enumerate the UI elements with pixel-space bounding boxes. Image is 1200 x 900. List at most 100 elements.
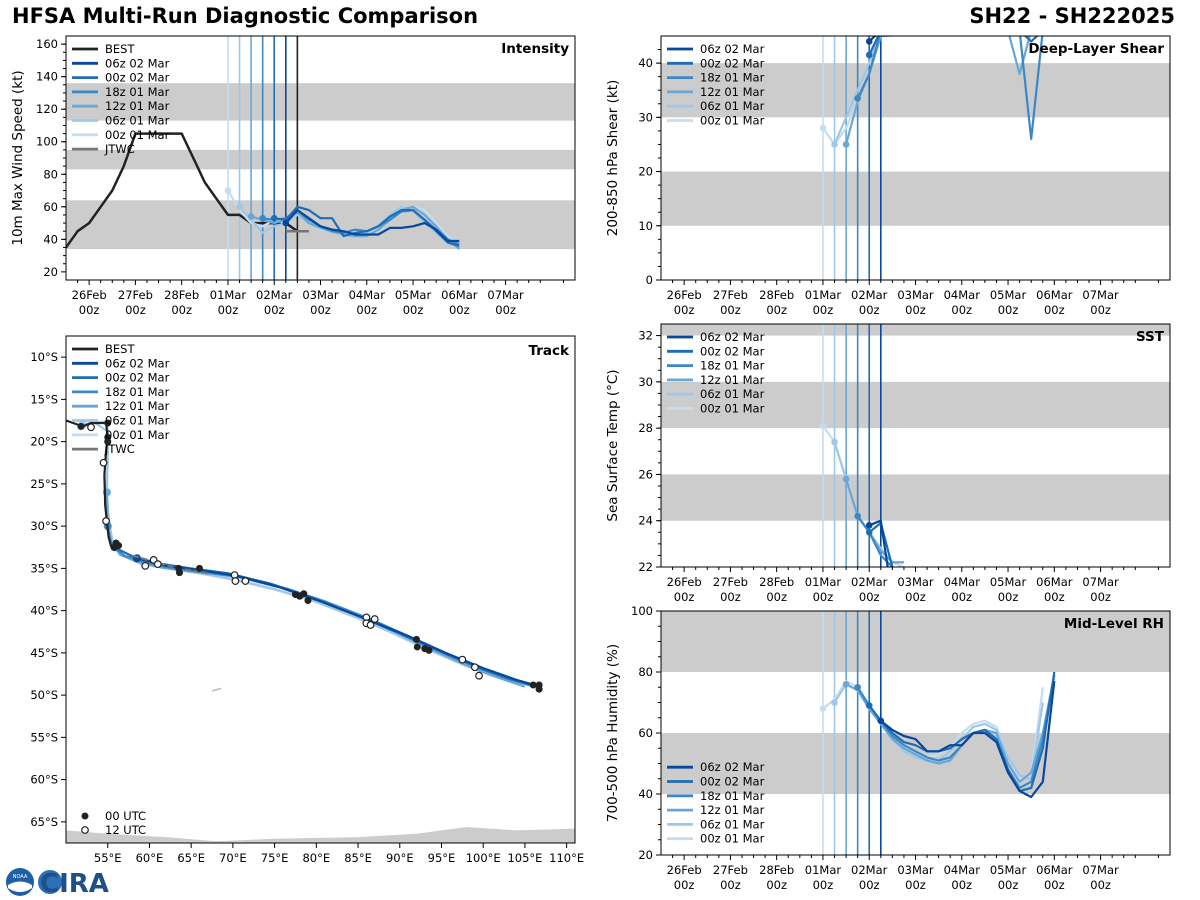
track-line — [132, 554, 209, 575]
legend-label: 06z 02 Mar — [105, 56, 170, 70]
legend-label: JTWC — [104, 442, 135, 456]
x-tick-sublabel: 00z — [813, 303, 834, 317]
cira-logo-text: CIRA — [40, 869, 109, 898]
x-tick-label: 02Mar — [256, 288, 293, 302]
legend-label: 12z 01 Mar — [700, 85, 765, 99]
point-00utc — [104, 438, 112, 446]
series-start-marker — [842, 141, 850, 148]
point-00utc — [104, 419, 112, 427]
x-tick-sublabel: 00z — [125, 303, 146, 317]
series-start-marker — [819, 124, 827, 132]
point-00utc — [535, 685, 543, 693]
point-12utc — [87, 423, 95, 432]
x-tick-label: 100°E — [466, 851, 501, 865]
plot-area-sst — [661, 324, 1170, 567]
y-tick-label: 100 — [631, 604, 653, 618]
y-tick-label: 32 — [638, 329, 653, 343]
legend-label: 18z 01 Mar — [700, 71, 765, 85]
panel-title: Mid-Level RH — [1064, 616, 1164, 632]
globe-icon — [38, 870, 62, 894]
axes-frame — [65, 335, 576, 844]
x-tick-label: 06Mar — [1036, 863, 1073, 877]
y-axis-label: 700-500 hPa Humidity (%) — [605, 644, 621, 822]
series-line — [868, 671, 1056, 793]
x-tick-label: 28Feb — [759, 288, 794, 302]
panel-title: Track — [529, 343, 570, 359]
legend-label: 06z 01 Mar — [105, 114, 170, 128]
point-00utc — [412, 635, 420, 643]
x-tick-label: 07Mar — [1082, 288, 1119, 302]
x-tick-sublabel: 00z — [951, 878, 972, 892]
point-00utc — [175, 569, 183, 577]
point-12utc — [153, 560, 162, 569]
x-tick-label: 27Feb — [713, 575, 748, 589]
shade-band — [661, 474, 1170, 521]
noaa-logo-text: NOAA — [13, 874, 28, 880]
legend-label: 06z 02 Mar — [700, 760, 765, 774]
point-12utc — [475, 671, 483, 680]
series-start-marker — [865, 522, 873, 529]
cira-logo: NOAA CIRA — [6, 868, 109, 898]
series-start-marker — [865, 51, 873, 59]
point-00utc — [413, 643, 421, 651]
series-start-marker — [224, 187, 232, 194]
series-line — [274, 205, 460, 247]
legend-label: 18z 01 Mar — [700, 789, 765, 803]
x-tick-label: 28Feb — [164, 288, 199, 302]
x-tick-sublabel: 00z — [1090, 303, 1111, 317]
point-12utc — [141, 561, 150, 570]
panel-title: Intensity — [501, 41, 569, 57]
plot-area-intensity — [66, 36, 575, 280]
shade-band — [66, 149, 575, 170]
legend-label: 06z 01 Mar — [105, 414, 170, 428]
x-tick-label: 07Mar — [1082, 863, 1119, 877]
y-tick-label: 30 — [638, 375, 653, 389]
x-tick-sublabel: 00z — [998, 590, 1019, 604]
x-tick-sublabel: 00z — [1090, 590, 1111, 604]
x-tick-label: 06Mar — [1036, 288, 1073, 302]
series-line — [856, 36, 1044, 141]
x-tick-label: 05Mar — [990, 863, 1027, 877]
x-tick-sublabel: 00z — [859, 590, 880, 604]
plot-area-track — [66, 419, 575, 843]
series-line — [868, 36, 1039, 56]
point-00utc — [300, 590, 308, 598]
x-tick-label: 85°E — [344, 851, 372, 865]
point-00utc — [425, 646, 433, 654]
x-tick-sublabel: 00z — [766, 878, 787, 892]
x-tick-sublabel: 00z — [1090, 878, 1111, 892]
x-tick-label: 03Mar — [302, 288, 339, 302]
series-start-marker — [854, 95, 861, 102]
x-tick-label: 90°E — [386, 851, 414, 865]
x-tick-sublabel: 00z — [905, 878, 926, 892]
x-tick-label: 60°E — [136, 851, 164, 865]
series-start-marker — [854, 683, 861, 691]
x-tick-sublabel: 00z — [951, 590, 972, 604]
series-start-marker — [247, 213, 255, 220]
x-tick-sublabel: 00z — [1044, 878, 1065, 892]
x-tick-label: 70°E — [219, 851, 247, 865]
series-start-marker — [831, 699, 838, 706]
legend-label: 00 UTC — [105, 809, 146, 823]
x-tick-sublabel: 00z — [905, 590, 926, 604]
panel-track: 10°S 15°S 20°S 25°S 30°S 35°S 40°S 45°S 50°S 55°S… — [30, 335, 584, 865]
x-tick-sublabel: 00z — [674, 878, 695, 892]
point-12utc — [366, 621, 375, 629]
y-tick-label: 25°S — [30, 477, 58, 491]
x-tick-sublabel: 00z — [674, 303, 695, 317]
legend-label: 00z 01 Mar — [700, 114, 765, 128]
point-12utc — [231, 577, 240, 585]
x-tick-sublabel: 00z — [79, 303, 100, 317]
x-tick-label: 02Mar — [851, 288, 888, 302]
point-00utc — [529, 681, 537, 689]
x-tick-label: 04Mar — [944, 863, 981, 877]
point-12utc — [241, 577, 250, 585]
y-tick-label: 40 — [638, 787, 653, 801]
x-tick-label: 07Mar — [487, 288, 524, 302]
series-line — [833, 36, 881, 145]
y-tick-label: 60 — [43, 200, 58, 214]
legend-label: 00z 01 Mar — [700, 832, 765, 846]
x-tick-label: 05Mar — [395, 288, 432, 302]
y-tick-label: 40 — [43, 232, 58, 246]
series-line — [66, 132, 299, 249]
